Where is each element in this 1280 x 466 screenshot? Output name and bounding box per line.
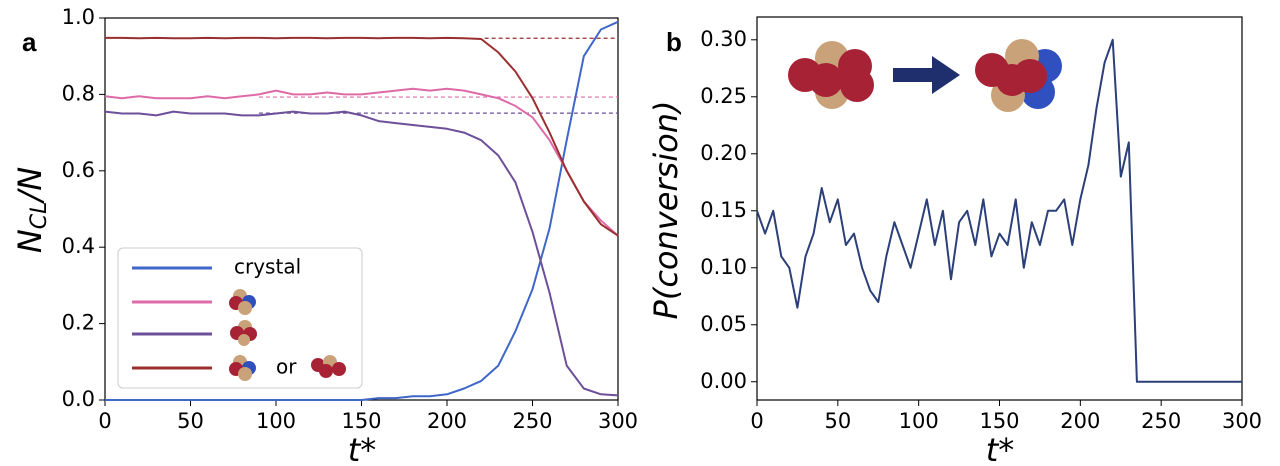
y-label-sub: CL bbox=[27, 202, 52, 230]
y-tick-label: 0.00 bbox=[700, 369, 747, 393]
y-tick-label: 0.10 bbox=[700, 255, 747, 279]
y-axis-label: P(conversion) bbox=[647, 101, 685, 320]
series-line bbox=[104, 87, 619, 237]
x-tick-label: 250 bbox=[512, 409, 552, 433]
arrow bbox=[893, 56, 960, 94]
cluster-icon bbox=[975, 39, 1062, 112]
y-tick-label: 0.6 bbox=[62, 158, 95, 182]
legend-label: or bbox=[276, 355, 297, 379]
x-tick-label: 150 bbox=[979, 409, 1019, 433]
y-tick-label: 1.0 bbox=[62, 5, 95, 29]
legend-icon bbox=[229, 289, 256, 315]
x-tick-label: 50 bbox=[177, 409, 204, 433]
x-tick-label: 200 bbox=[1060, 409, 1100, 433]
legend-icon bbox=[311, 355, 346, 378]
panel-label: a bbox=[22, 27, 37, 57]
panel-label: b bbox=[666, 27, 682, 57]
y-label-main: N bbox=[11, 229, 49, 253]
x-tick-label: 250 bbox=[1141, 409, 1181, 433]
legend-box bbox=[117, 247, 363, 389]
series-line bbox=[105, 36, 619, 237]
x-tick-label: 300 bbox=[598, 409, 638, 433]
y-tick-label: 0.25 bbox=[700, 84, 747, 108]
x-tick-label: 0 bbox=[98, 409, 111, 433]
y-tick-label: 0.4 bbox=[62, 234, 95, 258]
x-axis-label: t* bbox=[986, 431, 1015, 466]
cluster-icons bbox=[788, 39, 1062, 112]
x-tick-label: 50 bbox=[824, 409, 851, 433]
x-tick-label: 100 bbox=[899, 409, 939, 433]
y-tick-label: 0.8 bbox=[62, 81, 95, 105]
legend-icon bbox=[230, 320, 257, 346]
y-tick-label: 0.30 bbox=[700, 27, 747, 51]
series-line bbox=[105, 20, 619, 401]
y-tick-label: 0.2 bbox=[62, 311, 95, 335]
x-axis-label: t* bbox=[348, 431, 377, 466]
x-tick-label: 100 bbox=[256, 409, 296, 433]
y-tick-label: 0.20 bbox=[700, 141, 747, 165]
legend: crystal or bbox=[117, 247, 363, 389]
x-tick-label: 300 bbox=[1222, 409, 1262, 433]
y-tick-label: 0.15 bbox=[700, 198, 747, 222]
x-tick-label: 200 bbox=[427, 409, 467, 433]
legend-label: crystal bbox=[234, 255, 301, 279]
x-tick-label: 0 bbox=[750, 409, 763, 433]
y-axis-label: NCL/N bbox=[11, 167, 52, 253]
series-line bbox=[104, 110, 619, 397]
cluster-icon bbox=[788, 41, 874, 109]
series-line bbox=[756, 38, 1242, 383]
y-tick-label: 0.05 bbox=[700, 312, 747, 336]
y-tick-label: 0.0 bbox=[62, 387, 95, 411]
legend-icon bbox=[229, 355, 256, 381]
y-label-suffix: /N bbox=[11, 167, 49, 205]
x-tick-label: 150 bbox=[341, 409, 381, 433]
